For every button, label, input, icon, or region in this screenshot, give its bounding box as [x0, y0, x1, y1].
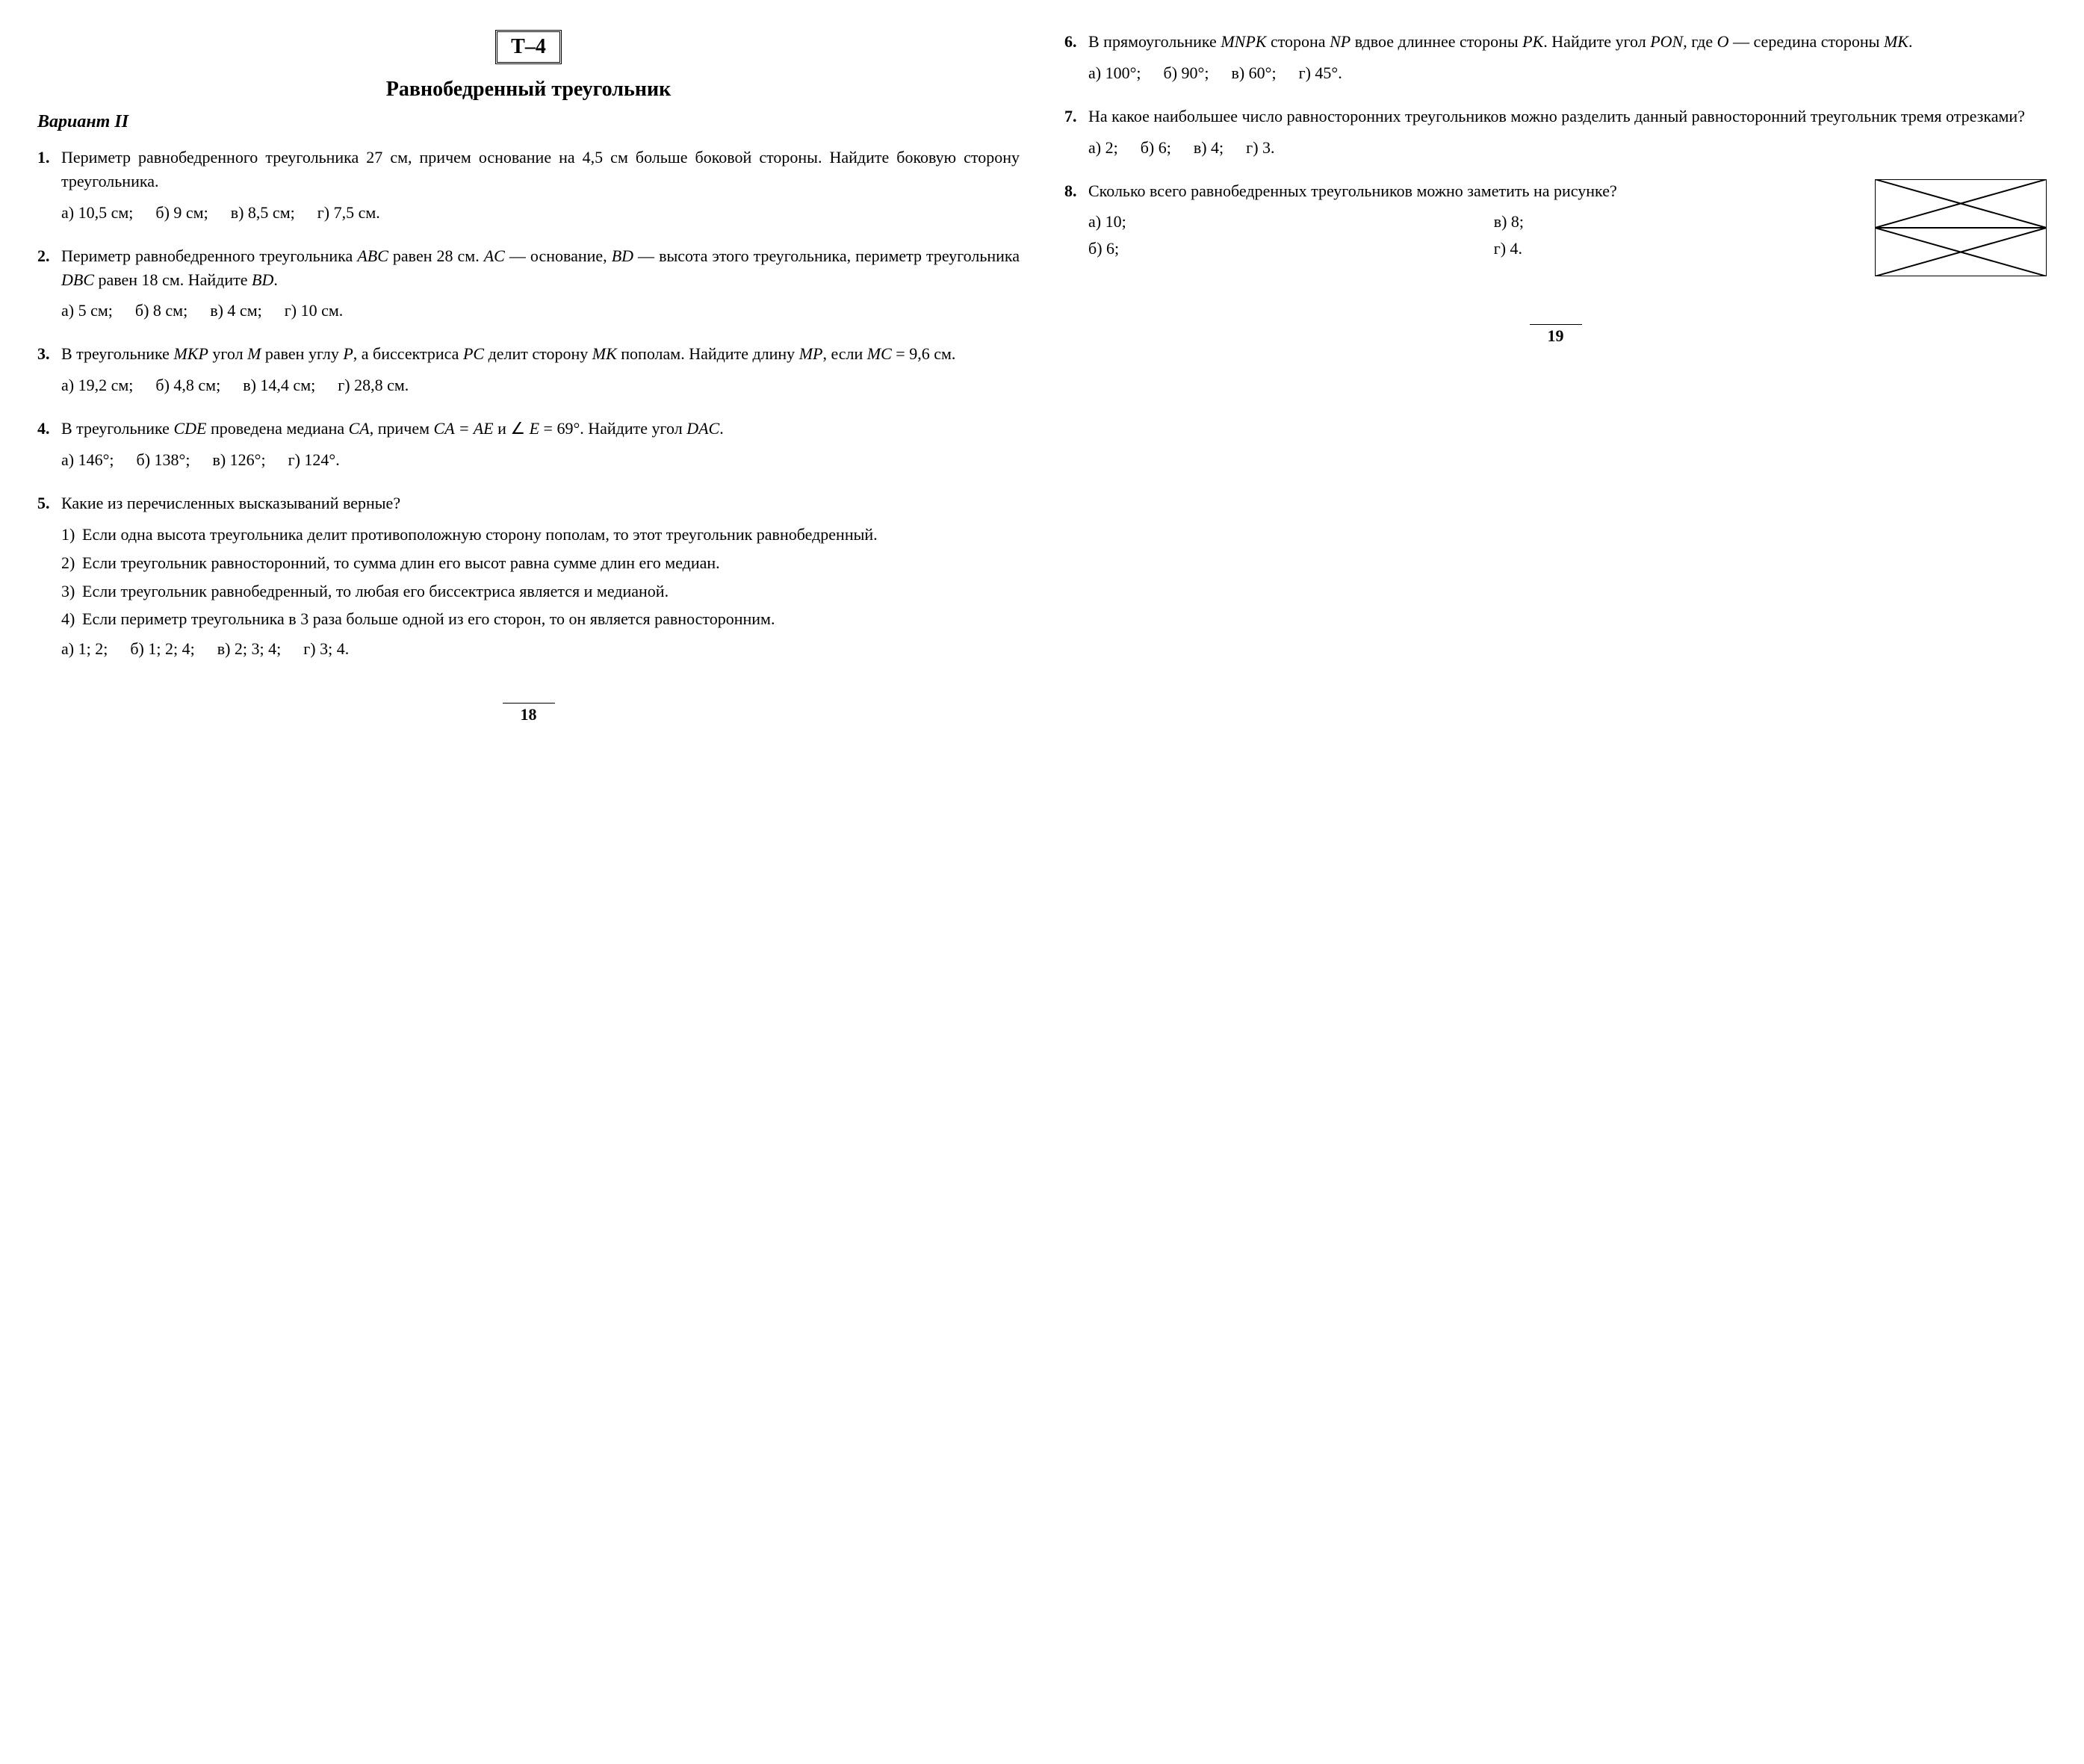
- page-number-right: 19: [1530, 324, 1582, 346]
- answer-options: а) 19,2 см; б) 4,8 см; в) 14,4 см; г) 28,8 …: [61, 373, 1020, 397]
- problem-body: Сколько всего равнобедренных треугольник…: [1088, 179, 2047, 283]
- answer-option: б) 4,8 см;: [155, 373, 220, 397]
- problem-text: В прямоугольнике MNPK сторона NP вдвое д…: [1088, 30, 2047, 54]
- problem-figure: [1875, 179, 2047, 283]
- problem-body: Какие из перечисленных высказываний верн…: [61, 491, 1020, 661]
- problem-number: 1.: [37, 146, 61, 225]
- problem-text: Периметр равнобедренного треугольника 27…: [61, 146, 1020, 193]
- problem-body: Периметр равнобедренного треугольника AB…: [61, 244, 1020, 323]
- problem: 8.Сколько всего равнобедренных треугольн…: [1064, 179, 2047, 283]
- problem-body: На какое наибольшее число равносторонних…: [1088, 105, 2047, 160]
- problem-text: В треугольнике MKP угол M равен углу P, …: [61, 342, 1020, 366]
- answer-option: а) 10;: [1088, 210, 1464, 234]
- answer-option: б) 9 см;: [155, 201, 208, 225]
- problem-text: Сколько всего равнобедренных треугольник…: [1088, 179, 1861, 203]
- problem-text: Какие из перечисленных высказываний верн…: [61, 491, 1020, 515]
- problem-text: Периметр равнобедренного треугольника AB…: [61, 244, 1020, 292]
- answer-option: г) 7,5 см.: [317, 201, 380, 225]
- page-number-wrap: 18: [37, 680, 1020, 724]
- page-number-left: 18: [503, 703, 555, 724]
- answer-option: б) 6;: [1141, 136, 1171, 160]
- statement-number: 1): [61, 523, 82, 547]
- statement: 1)Если одна высота треугольника делит пр…: [61, 523, 1020, 547]
- answer-option: б) 138°;: [137, 448, 190, 472]
- problem-body: В треугольнике CDE проведена медиана CA,…: [61, 417, 1020, 472]
- answer-option: б) 8 см;: [135, 299, 187, 323]
- statement-text: Если одна высота треугольника делит прот…: [82, 523, 1020, 547]
- statement: 2)Если треугольник равносторонний, то су…: [61, 551, 1020, 575]
- page-number-wrap: 19: [1064, 302, 2047, 346]
- problem: 7.На какое наибольшее число равносторонн…: [1064, 105, 2047, 160]
- answer-option: в) 60°;: [1231, 61, 1276, 85]
- problem-number: 4.: [37, 417, 61, 472]
- answer-option: г) 28,8 см.: [338, 373, 409, 397]
- answer-options: а) 10; в) 8; б) 6; г) 4.: [1088, 210, 1861, 261]
- answer-options: а) 146°; б) 138°; в) 126°; г) 124°.: [61, 448, 1020, 472]
- answer-options: а) 100°; б) 90°; в) 60°; г) 45°.: [1088, 61, 2047, 85]
- problem-text: На какое наибольшее число равносторонних…: [1088, 105, 2047, 128]
- answer-option: г) 3.: [1246, 136, 1274, 160]
- answer-option: в) 126°;: [212, 448, 265, 472]
- page-left: Т–4 Равнобедренный треугольник Вариант I…: [37, 30, 1020, 724]
- problem-number: 7.: [1064, 105, 1088, 160]
- answer-option: в) 8;: [1494, 210, 1861, 234]
- statement-text: Если треугольник равнобедренный, то люба…: [82, 580, 1020, 603]
- problem: 4.В треугольнике CDE проведена медиана C…: [37, 417, 1020, 472]
- problem: 3.В треугольнике MKP угол M равен углу P…: [37, 342, 1020, 397]
- statement: 4)Если периметр треугольника в 3 раза бо…: [61, 607, 1020, 631]
- page-title: Равнобедренный треугольник: [37, 78, 1020, 102]
- answer-option: в) 8,5 см;: [231, 201, 295, 225]
- variant-label: Вариант II: [37, 112, 1020, 132]
- answer-option: г) 3; 4.: [303, 637, 349, 661]
- statement-text: Если треугольник равносторонний, то сумм…: [82, 551, 1020, 575]
- answer-options: а) 5 см; б) 8 см; в) 4 см; г) 10 см.: [61, 299, 1020, 323]
- statements: 1)Если одна высота треугольника делит пр…: [61, 523, 1020, 632]
- problem-body: Периметр равнобедренного треугольника 27…: [61, 146, 1020, 225]
- answer-option: б) 6;: [1088, 237, 1464, 261]
- problem-body: В прямоугольнике MNPK сторона NP вдвое д…: [1088, 30, 2047, 85]
- problem-number: 6.: [1064, 30, 1088, 85]
- answer-option: г) 45°.: [1299, 61, 1342, 85]
- test-badge: Т–4: [495, 30, 562, 64]
- answer-option: в) 4;: [1194, 136, 1224, 160]
- problem: 1.Периметр равнобедренного треугольника …: [37, 146, 1020, 225]
- problem-number: 3.: [37, 342, 61, 397]
- answer-option: а) 146°;: [61, 448, 114, 472]
- statement-text: Если периметр треугольника в 3 раза боль…: [82, 607, 1020, 631]
- answer-option: а) 2;: [1088, 136, 1118, 160]
- problem: 2.Периметр равнобедренного треугольника …: [37, 244, 1020, 323]
- statement-number: 2): [61, 551, 82, 575]
- answer-options: а) 10,5 см; б) 9 см; в) 8,5 см; г) 7,5 см.: [61, 201, 1020, 225]
- problem-number: 5.: [37, 491, 61, 661]
- answer-option: в) 14,4 см;: [243, 373, 315, 397]
- problem-text: В треугольнике CDE проведена медиана CA,…: [61, 417, 1020, 441]
- statement-number: 4): [61, 607, 82, 631]
- answer-option: а) 19,2 см;: [61, 373, 133, 397]
- answer-option: а) 1; 2;: [61, 637, 108, 661]
- answer-option: г) 10 см.: [285, 299, 344, 323]
- problem-body: В треугольнике MKP угол M равен углу P, …: [61, 342, 1020, 397]
- problem: 6.В прямоугольнике MNPK сторона NP вдвое…: [1064, 30, 2047, 85]
- page-right: 6.В прямоугольнике MNPK сторона NP вдвое…: [1064, 30, 2047, 724]
- statement-number: 3): [61, 580, 82, 603]
- answer-option: а) 100°;: [1088, 61, 1141, 85]
- answer-option: г) 124°.: [288, 448, 340, 472]
- answer-options: а) 2; б) 6; в) 4; г) 3.: [1088, 136, 2047, 160]
- answer-option: б) 1; 2; 4;: [130, 637, 194, 661]
- problem: 5.Какие из перечисленных высказываний ве…: [37, 491, 1020, 661]
- problem-number: 2.: [37, 244, 61, 323]
- badge-wrap: Т–4: [37, 30, 1020, 64]
- answer-option: в) 4 см;: [210, 299, 262, 323]
- problem-number: 8.: [1064, 179, 1088, 283]
- answer-option: г) 4.: [1494, 237, 1861, 261]
- statement: 3)Если треугольник равнобедренный, то лю…: [61, 580, 1020, 603]
- answer-option: а) 5 см;: [61, 299, 113, 323]
- answer-options: а) 1; 2; б) 1; 2; 4; в) 2; 3; 4; г) 3; 4.: [61, 637, 1020, 661]
- answer-option: в) 2; 3; 4;: [217, 637, 282, 661]
- answer-option: а) 10,5 см;: [61, 201, 133, 225]
- answer-option: б) 90°;: [1164, 61, 1209, 85]
